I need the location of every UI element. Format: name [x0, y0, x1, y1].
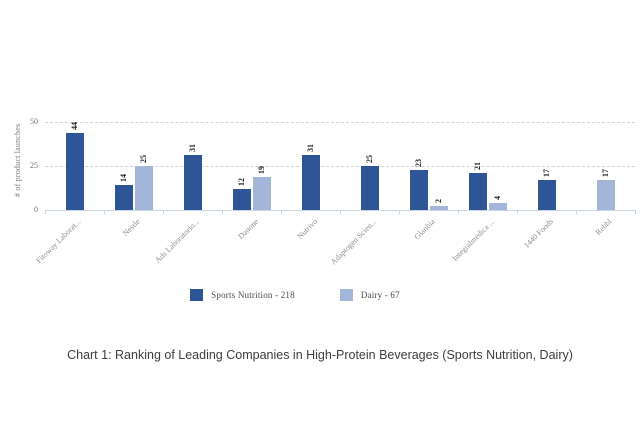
legend-item: Dairy - 67 [339, 289, 400, 301]
x-category-label: 1440 Foods [521, 217, 555, 250]
bar-with-label: 44 [65, 121, 84, 210]
x-category-label: Integralmedica ... [449, 217, 496, 263]
x-tick-mark [221, 210, 223, 214]
chart-caption: Chart 1: Ranking of Leading Companies in… [67, 348, 573, 362]
x-category-label: Fitoway Laborat... [34, 217, 83, 266]
bar-value-label: 23 [413, 158, 423, 167]
bar [301, 155, 320, 210]
bar-with-label: 17 [596, 169, 615, 210]
gridline-y-50 [45, 122, 635, 123]
legend: Sports Nutrition - 218 Dairy - 67 [0, 289, 590, 301]
bar [232, 188, 251, 210]
bar [114, 185, 133, 210]
bar [537, 180, 556, 210]
x-tick-mark [103, 210, 105, 214]
bar [468, 173, 487, 210]
bar-value-label: 12 [236, 177, 246, 186]
bar-with-label: 2 [429, 199, 448, 210]
bar-group: 14 25 [104, 155, 163, 210]
legend-item: Sports Nutrition - 218 [190, 289, 295, 301]
bar-value-label: 25 [138, 155, 148, 163]
bar-with-label: 23 [409, 158, 428, 210]
gridline-y-25 [45, 166, 635, 167]
bar-group: 23 2 [399, 159, 458, 210]
bar-group: 17 [576, 169, 635, 210]
bar-with-label: 21 [468, 162, 487, 210]
bar [134, 166, 153, 210]
bar-group: 12 19 [222, 166, 281, 210]
y-tick-label: 25 [30, 161, 38, 170]
x-tick-mark [457, 210, 459, 214]
bar-with-label: 17 [537, 169, 556, 210]
bar [596, 180, 615, 210]
bar-value-label: 17 [541, 169, 551, 178]
bar-group: 31 [281, 144, 340, 210]
x-tick-mark [44, 210, 46, 214]
bar [360, 166, 379, 210]
bar-group: 44 [45, 122, 104, 210]
bar-value-label: 44 [69, 121, 79, 130]
bar-with-label: 31 [301, 144, 320, 210]
bar-group: 31 [163, 144, 222, 210]
bar-with-label: 19 [252, 165, 271, 210]
bar-value-label: 4 [492, 195, 502, 200]
y-tick-label: 0 [34, 205, 38, 214]
x-category-label: Rebbl [593, 217, 614, 237]
x-category-label: Ads Laboratorio... [153, 217, 201, 265]
bar-with-label: 31 [183, 144, 202, 210]
bar [252, 176, 271, 210]
y-tick-label: 50 [30, 117, 38, 126]
x-category-label: Nestle [121, 217, 142, 238]
bar-group: 25 [340, 155, 399, 210]
bar [65, 132, 84, 210]
plot-area: 44 Fitoway Laborat... 14 25 Nestle 31 Ads Labo… [35, 110, 636, 266]
legend-label: Sports Nutrition - 218 [211, 290, 295, 300]
bar-with-label: 12 [232, 177, 251, 210]
bar-group: 21 4 [458, 162, 517, 210]
x-tick-mark [634, 210, 636, 214]
bar-with-label: 25 [360, 155, 379, 210]
x-category-label: Adaptogen Scien... [328, 217, 378, 267]
x-category-label: Nutrivo [294, 217, 319, 241]
bar-value-label: 31 [305, 144, 315, 153]
x-tick-mark [575, 210, 577, 214]
bar-value-label: 21 [472, 162, 482, 171]
x-tick-mark [516, 210, 518, 214]
legend-swatch [339, 289, 353, 301]
bar-value-label: 19 [256, 165, 266, 174]
legend-label: Dairy - 67 [360, 290, 400, 300]
x-tick-mark [162, 210, 164, 214]
x-category-label: Glanbia [412, 217, 437, 242]
bar-value-label: 31 [187, 144, 197, 153]
legend-swatch [190, 289, 204, 301]
bar [488, 202, 507, 210]
bar-value-label: 17 [600, 169, 610, 178]
bar-with-label: 25 [134, 155, 153, 210]
bar-with-label: 14 [114, 174, 133, 210]
bar-value-label: 25 [364, 155, 374, 163]
bar-value-label: 14 [118, 174, 128, 183]
bar [409, 169, 428, 210]
bar-group: 17 [517, 169, 576, 210]
bar-with-label: 4 [488, 195, 507, 210]
bar [183, 155, 202, 210]
x-category-label: Danone [235, 217, 260, 241]
x-tick-mark [280, 210, 282, 214]
x-tick-mark [339, 210, 341, 214]
bar [429, 206, 448, 210]
x-tick-mark [398, 210, 400, 214]
bar-value-label: 2 [433, 199, 443, 204]
